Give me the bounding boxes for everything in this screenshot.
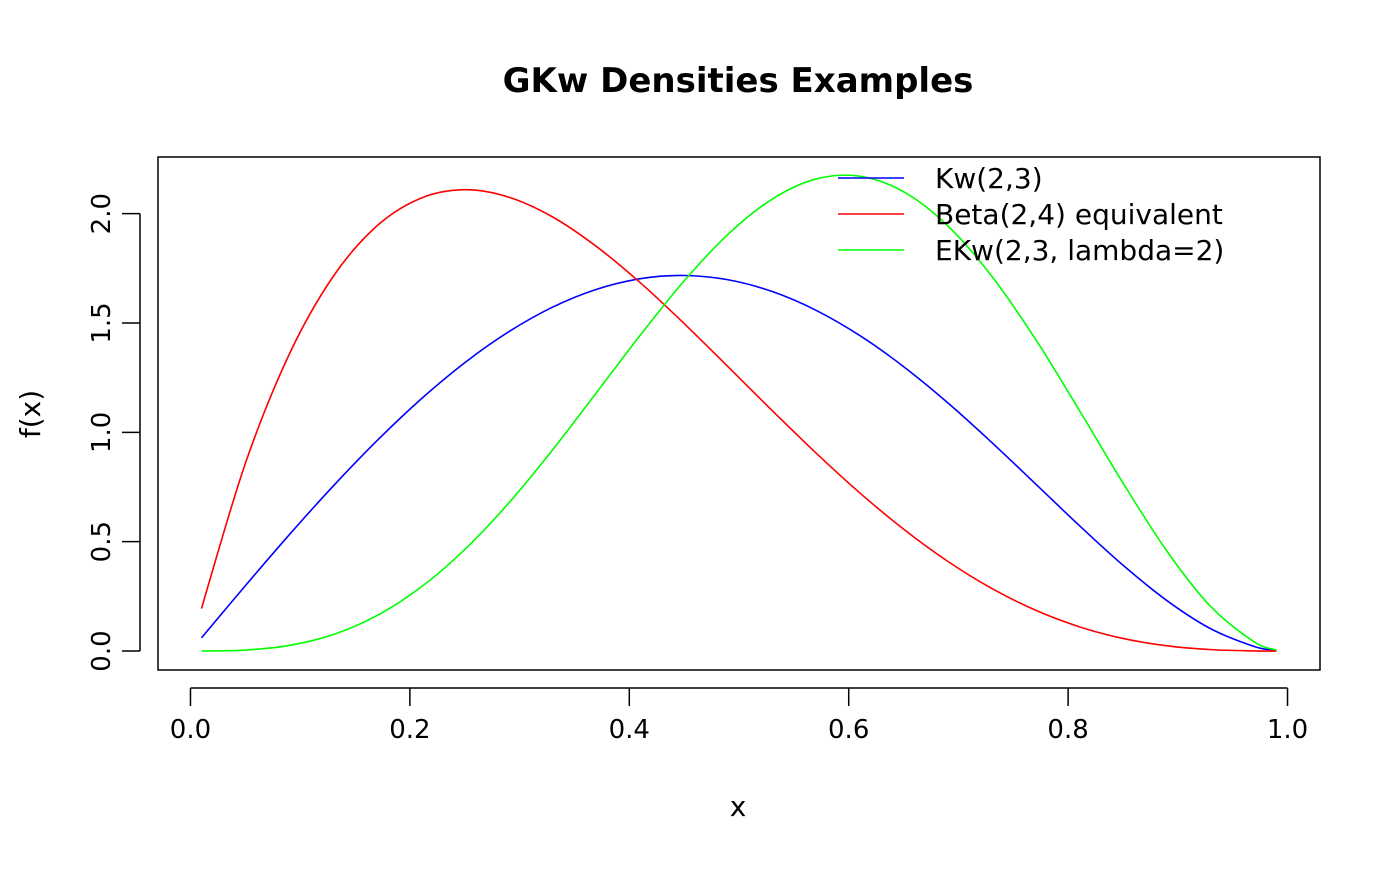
series-layer: [200, 174, 1277, 652]
y-tick-label: 1.5: [87, 302, 117, 343]
plot-frame: [157, 156, 1321, 671]
x-axis-label: x: [730, 790, 747, 823]
y-tick-label: 0.0: [87, 630, 117, 671]
x-tick-label: 0.8: [1047, 715, 1088, 745]
x-tick-label: 0.4: [609, 715, 650, 745]
x-tick-label: 1.0: [1267, 715, 1308, 745]
y-tick-label: 2.0: [87, 193, 117, 234]
legend-label: Kw(2,3): [935, 162, 1043, 195]
y-axis-label: f(x): [14, 390, 47, 438]
x-tick-label: 0.2: [389, 715, 430, 745]
legend-label: Beta(2,4) equivalent: [935, 198, 1223, 231]
x-tick-label: 0.0: [170, 715, 211, 745]
series-line-2: [201, 174, 1277, 652]
chart-title: GKw Densities Examples: [503, 61, 974, 101]
series-line-1: [200, 188, 1277, 652]
axes-layer: 0.0 0.2 0.4 0.6 0.8 1.0 0.0 0.5 1.0 1.5 2.0: [87, 193, 1308, 745]
y-tick-label: 0.5: [87, 521, 117, 562]
x-tick-label: 0.6: [828, 715, 869, 745]
legend-label: EKw(2,3, lambda=2): [935, 234, 1224, 267]
y-tick-label: 1.0: [87, 412, 117, 453]
series-line-0: [200, 274, 1277, 652]
